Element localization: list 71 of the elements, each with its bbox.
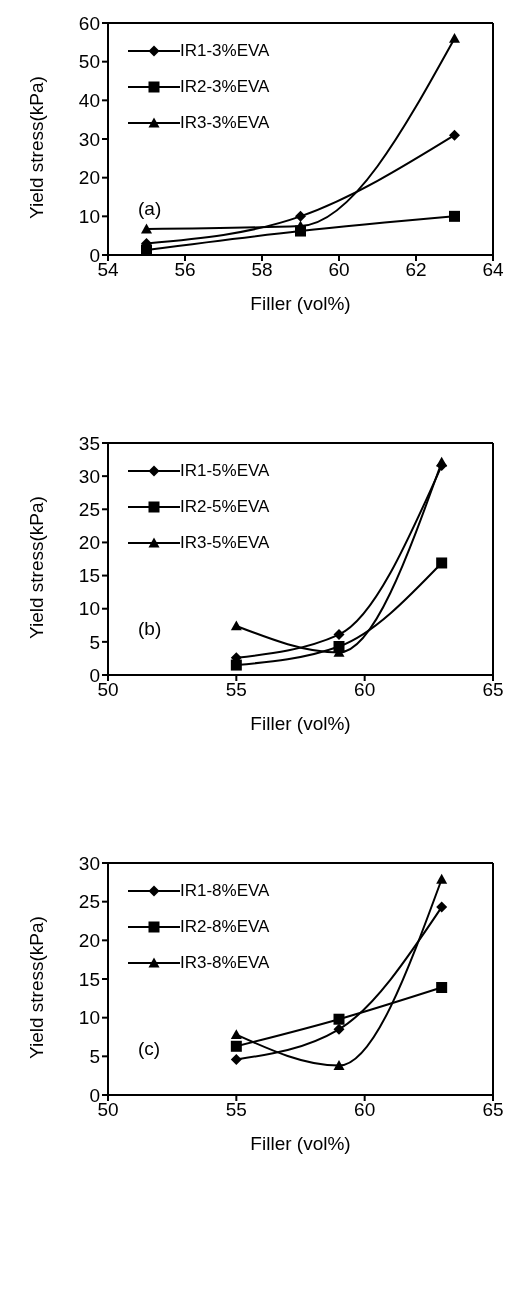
- annotation: (b): [138, 618, 162, 640]
- y-tick-label: 10: [78, 598, 100, 620]
- legend-label: IR2-5%EVA: [180, 497, 270, 517]
- legend-label: IR1-3%EVA: [180, 41, 270, 61]
- point: [230, 1029, 242, 1040]
- y-tick-label: 25: [78, 499, 100, 521]
- point: [436, 873, 448, 884]
- y-tick-label: 30: [78, 465, 100, 487]
- y-tick-label: 0: [89, 664, 100, 686]
- legend-label: IR3-3%EVA: [180, 113, 270, 133]
- y-tick-label: 40: [78, 90, 100, 112]
- x-tick-label: 65: [482, 1099, 504, 1121]
- legend-label: IR2-3%EVA: [180, 77, 270, 97]
- y-tick-label: 30: [78, 852, 100, 874]
- y-tick-label: 5: [89, 1046, 100, 1068]
- y-tick-label: 10: [78, 1007, 100, 1029]
- point: [333, 1013, 345, 1025]
- x-axis-title: Filler (vol%): [250, 713, 351, 734]
- y-tick-label: 20: [78, 167, 100, 189]
- annotation: (c): [138, 1038, 161, 1060]
- x-tick-label: 55: [225, 679, 247, 701]
- point: [141, 223, 152, 234]
- point: [436, 901, 448, 913]
- point: [230, 620, 242, 631]
- x-axis-title: Filler (vol%): [250, 293, 351, 314]
- x-tick-label: 65: [482, 679, 504, 701]
- x-tick-label: 60: [354, 1099, 376, 1121]
- legend-label: IR1-8%EVA: [180, 881, 270, 901]
- annotation: (a): [138, 198, 162, 220]
- point: [436, 557, 448, 569]
- y-tick-label: 60: [78, 12, 100, 34]
- legend-label: IR3-5%EVA: [180, 533, 270, 553]
- point: [449, 210, 460, 222]
- point: [295, 225, 306, 237]
- point: [436, 982, 448, 994]
- point: [333, 641, 345, 652]
- legend-label: IR3-8%EVA: [180, 953, 270, 973]
- y-tick-label: 35: [78, 432, 100, 454]
- point: [230, 1053, 242, 1065]
- y-tick-label: 0: [89, 1084, 100, 1106]
- point: [449, 129, 460, 141]
- point: [333, 1023, 345, 1035]
- y-tick-label: 20: [78, 532, 100, 554]
- legend-label: IR2-8%EVA: [180, 917, 270, 937]
- x-axis-title: Filler (vol%): [250, 1133, 351, 1154]
- y-axis-title: Yield stress(kPa): [25, 496, 47, 639]
- x-tick-label: 56: [174, 259, 196, 281]
- point: [449, 32, 460, 43]
- x-tick-label: 60: [354, 679, 376, 701]
- y-axis-title: Yield stress(kPa): [25, 916, 47, 1059]
- point: [295, 210, 306, 222]
- x-tick-label: 55: [225, 1099, 247, 1121]
- y-axis-title: Yield stress(kPa): [25, 76, 47, 219]
- y-tick-label: 5: [89, 631, 100, 653]
- x-tick-label: 64: [482, 259, 504, 281]
- x-tick-label: 62: [405, 259, 427, 281]
- y-tick-label: 10: [78, 206, 100, 228]
- point: [230, 659, 242, 671]
- y-tick-label: 50: [78, 51, 100, 73]
- y-tick-label: 20: [78, 930, 100, 952]
- y-tick-label: 15: [78, 968, 100, 990]
- point: [230, 1040, 242, 1052]
- x-tick-label: 58: [251, 259, 273, 281]
- y-tick-label: 30: [78, 128, 100, 150]
- y-tick-label: 25: [78, 891, 100, 913]
- y-tick-label: 15: [78, 565, 100, 587]
- y-tick-label: 0: [89, 244, 100, 266]
- point: [333, 629, 345, 641]
- point: [333, 1060, 345, 1071]
- x-tick-label: 60: [328, 259, 350, 281]
- legend-label: IR1-5%EVA: [180, 461, 270, 481]
